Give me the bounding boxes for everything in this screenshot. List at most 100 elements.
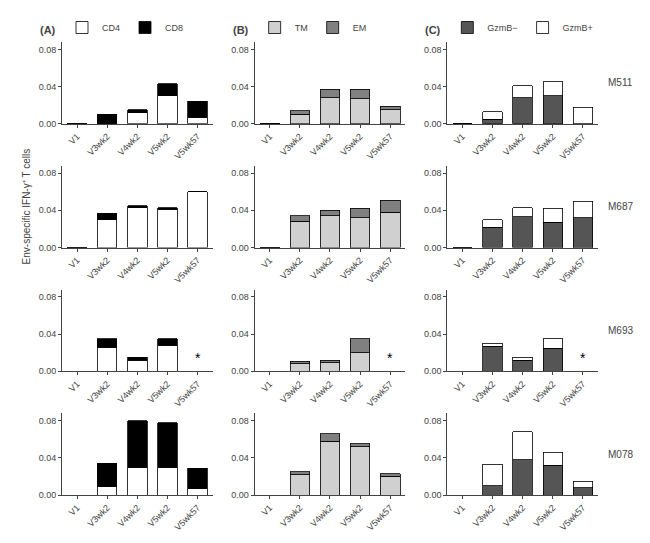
svg-text:V5wk2: V5wk2	[339, 132, 365, 158]
svg-text:V5wk2: V5wk2	[339, 503, 365, 529]
svg-text:EM: EM	[353, 23, 367, 33]
svg-text:0.00: 0.00	[231, 243, 249, 253]
svg-text:V5wk2: V5wk2	[339, 379, 365, 405]
svg-text:0.04: 0.04	[231, 205, 249, 215]
svg-text:V1: V1	[259, 255, 274, 270]
svg-text:GzmB+: GzmB+	[563, 23, 593, 33]
svg-text:(A): (A)	[40, 24, 56, 36]
svg-text:V4wk2: V4wk2	[501, 255, 527, 281]
svg-text:TM: TM	[295, 23, 308, 33]
svg-text:V4wk2: V4wk2	[308, 255, 334, 281]
svg-text:CD4: CD4	[102, 23, 120, 33]
svg-text:M687: M687	[608, 201, 633, 212]
svg-text:V5wk2: V5wk2	[531, 132, 557, 158]
svg-text:0.08: 0.08	[231, 45, 249, 55]
svg-text:V3wk2: V3wk2	[278, 379, 304, 405]
svg-text:V5wk57: V5wk57	[558, 503, 588, 533]
svg-text:V5wk2: V5wk2	[531, 379, 557, 405]
svg-text:0.00: 0.00	[424, 490, 442, 500]
svg-text:0.08: 0.08	[424, 168, 442, 178]
svg-text:V4wk2: V4wk2	[501, 132, 527, 158]
svg-text:V4wk2: V4wk2	[116, 503, 142, 529]
svg-text:V1: V1	[67, 255, 82, 270]
svg-text:V3wk2: V3wk2	[86, 503, 112, 529]
svg-text:V3wk2: V3wk2	[278, 132, 304, 158]
svg-text:0.04: 0.04	[424, 82, 442, 92]
svg-text:0.04: 0.04	[39, 82, 57, 92]
svg-text:V5wk57: V5wk57	[172, 132, 202, 162]
svg-text:V4wk2: V4wk2	[501, 503, 527, 529]
svg-text:(B): (B)	[233, 24, 249, 36]
svg-text:0.00: 0.00	[231, 119, 249, 129]
svg-text:0.08: 0.08	[39, 292, 57, 302]
svg-text:V4wk2: V4wk2	[116, 132, 142, 158]
svg-text:V1: V1	[259, 379, 274, 394]
svg-text:V3wk2: V3wk2	[86, 132, 112, 158]
svg-text:V5wk2: V5wk2	[339, 255, 365, 281]
svg-text:0.04: 0.04	[424, 329, 442, 339]
svg-text:V1: V1	[259, 132, 274, 147]
svg-text:0.04: 0.04	[231, 329, 249, 339]
svg-text:M693: M693	[608, 325, 633, 336]
svg-text:(C): (C)	[425, 24, 441, 36]
svg-text:V1: V1	[452, 132, 467, 147]
svg-text:V5wk57: V5wk57	[365, 255, 395, 285]
svg-text:0.08: 0.08	[231, 168, 249, 178]
svg-text:M511: M511	[608, 77, 633, 88]
svg-text:0.04: 0.04	[231, 453, 249, 463]
svg-text:0.08: 0.08	[231, 416, 249, 426]
svg-text:0.00: 0.00	[39, 243, 57, 253]
svg-text:V3wk2: V3wk2	[86, 379, 112, 405]
svg-text:0.08: 0.08	[424, 292, 442, 302]
svg-text:0.04: 0.04	[424, 205, 442, 215]
svg-text:V3wk2: V3wk2	[471, 255, 497, 281]
svg-text:V4wk2: V4wk2	[116, 379, 142, 405]
svg-text:0.04: 0.04	[39, 205, 57, 215]
svg-text:0.00: 0.00	[39, 366, 57, 376]
svg-text:V1: V1	[259, 503, 274, 518]
svg-text:*: *	[580, 350, 586, 366]
svg-text:M078: M078	[608, 449, 633, 460]
svg-text:GzmB−: GzmB−	[487, 23, 517, 33]
svg-text:0.04: 0.04	[39, 329, 57, 339]
svg-text:V3wk2: V3wk2	[278, 503, 304, 529]
svg-text:V1: V1	[452, 379, 467, 394]
svg-text:0.00: 0.00	[231, 366, 249, 376]
svg-text:V5wk57: V5wk57	[172, 379, 202, 409]
svg-text:*: *	[195, 350, 201, 366]
svg-text:0.04: 0.04	[39, 453, 57, 463]
svg-text:0.08: 0.08	[39, 168, 57, 178]
svg-text:V5wk57: V5wk57	[558, 379, 588, 409]
svg-text:V5wk2: V5wk2	[531, 503, 557, 529]
svg-text:V3wk2: V3wk2	[86, 255, 112, 281]
svg-text:V5wk2: V5wk2	[146, 132, 172, 158]
svg-text:V1: V1	[67, 503, 82, 518]
svg-text:0.04: 0.04	[231, 82, 249, 92]
svg-text:0.00: 0.00	[39, 490, 57, 500]
svg-text:V1: V1	[67, 132, 82, 147]
svg-text:V5wk2: V5wk2	[531, 255, 557, 281]
svg-text:CD8: CD8	[165, 23, 183, 33]
svg-text:0.08: 0.08	[39, 45, 57, 55]
svg-text:V5wk57: V5wk57	[558, 132, 588, 162]
svg-text:0.08: 0.08	[424, 45, 442, 55]
svg-text:V4wk2: V4wk2	[308, 503, 334, 529]
svg-text:V5wk57: V5wk57	[365, 503, 395, 533]
svg-text:V5wk57: V5wk57	[558, 255, 588, 285]
svg-text:V4wk2: V4wk2	[116, 255, 142, 281]
svg-text:0.00: 0.00	[424, 119, 442, 129]
svg-text:V1: V1	[67, 379, 82, 394]
svg-text:V5wk2: V5wk2	[146, 255, 172, 281]
svg-text:V5wk57: V5wk57	[365, 132, 395, 162]
svg-text:0.04: 0.04	[424, 453, 442, 463]
svg-text:0.00: 0.00	[424, 243, 442, 253]
svg-text:V3wk2: V3wk2	[471, 379, 497, 405]
svg-text:V1: V1	[452, 503, 467, 518]
svg-text:0.00: 0.00	[39, 119, 57, 129]
svg-text:0.08: 0.08	[424, 416, 442, 426]
svg-text:0.08: 0.08	[231, 292, 249, 302]
svg-text:*: *	[387, 350, 393, 366]
svg-text:V4wk2: V4wk2	[308, 379, 334, 405]
svg-text:V5wk2: V5wk2	[146, 379, 172, 405]
svg-text:0.00: 0.00	[231, 490, 249, 500]
